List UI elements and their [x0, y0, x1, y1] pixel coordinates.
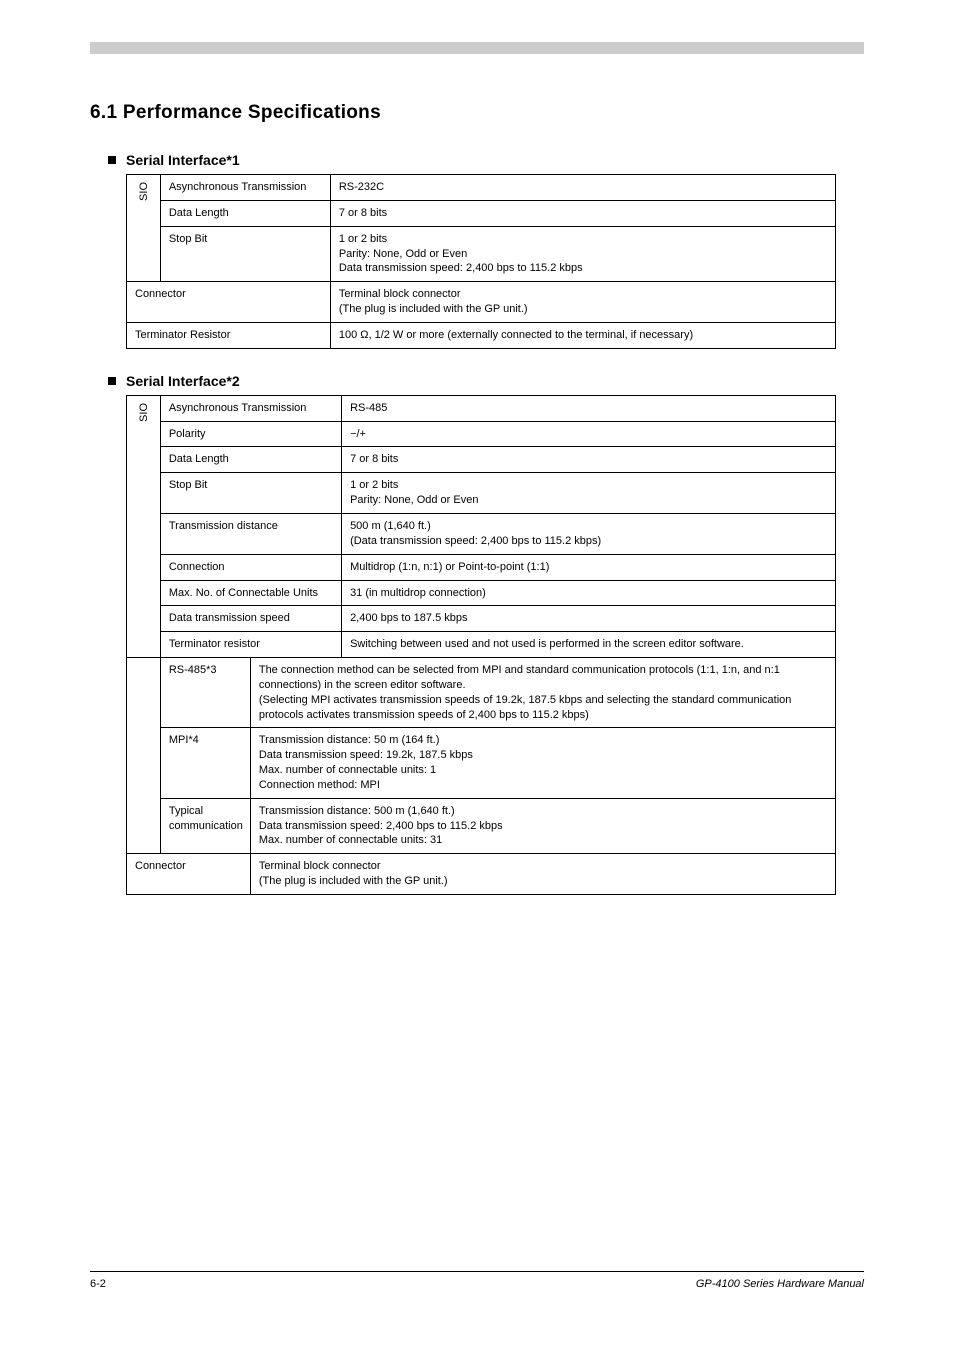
cell-label: Data transmission speed	[160, 606, 341, 632]
cell-value: Switching between used and not used is p…	[342, 632, 836, 658]
sio-side-label: SIO	[135, 401, 154, 424]
cell-value: The connection method can be selected fr…	[250, 658, 835, 728]
table-row: RS-485*3 The connection method can be se…	[127, 658, 836, 728]
cell-value: −/+	[342, 421, 836, 447]
cell-value: 1 or 2 bits Parity: None, Odd or Even	[342, 473, 836, 514]
cell-label: Transmission distance	[160, 513, 341, 554]
table-row: Connection Multidrop (1:n, n:1) or Point…	[127, 554, 836, 580]
cell-label: Polarity	[160, 421, 341, 447]
cell-label	[127, 658, 161, 854]
section2-heading-row: Serial Interface*2	[108, 373, 864, 389]
cell-value: 31 (in multidrop connection)	[342, 580, 836, 606]
cell-label: Connector	[127, 282, 331, 323]
cell-label: Max. No. of Connectable Units	[160, 580, 341, 606]
sio-side-label: SIO	[135, 180, 154, 203]
table-row: SIO Asynchronous Transmission RS-232C	[127, 175, 836, 201]
table-row: Typical communication Transmission dista…	[127, 798, 836, 854]
section2-heading: Serial Interface*2	[126, 373, 240, 389]
cell-label: Data Length	[160, 200, 330, 226]
cell-value: RS-485	[342, 395, 836, 421]
cell-value: Transmission distance: 500 m (1,640 ft.)…	[250, 798, 835, 854]
table-row: Data Length 7 or 8 bits	[127, 200, 836, 226]
cell-value: Terminal block connector (The plug is in…	[330, 282, 835, 323]
table-row: Transmission distance 500 m (1,640 ft.) …	[127, 513, 836, 554]
cell-label: Asynchronous Transmission	[160, 395, 341, 421]
page-title: 6.1 Performance Specifications	[90, 102, 864, 124]
top-gray-bar	[90, 42, 864, 54]
cell-value: 500 m (1,640 ft.) (Data transmission spe…	[342, 513, 836, 554]
cell-value: 2,400 bps to 187.5 kbps	[342, 606, 836, 632]
square-bullet-icon	[108, 377, 116, 385]
section1-heading: Serial Interface*1	[126, 152, 240, 168]
cell-sub: RS-485*3	[160, 658, 250, 728]
table-row: Stop Bit 1 or 2 bits Parity: None, Odd o…	[127, 226, 836, 282]
section1-table: SIO Asynchronous Transmission RS-232C Da…	[126, 174, 836, 349]
cell-value: 7 or 8 bits	[342, 447, 836, 473]
table-row: Terminator Resistor 100 Ω, 1/2 W or more…	[127, 322, 836, 348]
cell-value: 1 or 2 bits Parity: None, Odd or Even Da…	[330, 226, 835, 282]
square-bullet-icon	[108, 156, 116, 164]
section2-table: SIO Asynchronous Transmission RS-485 Pol…	[126, 395, 836, 895]
cell-sub: Typical communication	[160, 798, 250, 854]
cell-label: Terminator resistor	[160, 632, 341, 658]
cell-label: Stop Bit	[160, 226, 330, 282]
cell-label: Stop Bit	[160, 473, 341, 514]
table-row: Max. No. of Connectable Units 31 (in mul…	[127, 580, 836, 606]
cell-value: Terminal block connector (The plug is in…	[250, 854, 835, 895]
cell-label: Connection	[160, 554, 341, 580]
cell-value: RS-232C	[330, 175, 835, 201]
table-row: Connector Terminal block connector (The …	[127, 854, 836, 895]
cell-label: Terminator Resistor	[127, 322, 331, 348]
cell-label: Connector	[127, 854, 251, 895]
footer-divider	[90, 1271, 864, 1272]
cell-value: Transmission distance: 50 m (164 ft.) Da…	[250, 728, 835, 798]
cell-label: Asynchronous Transmission	[160, 175, 330, 201]
footer-text: GP-4100 Series Hardware Manual	[696, 1278, 864, 1290]
table-row: Data transmission speed 2,400 bps to 187…	[127, 606, 836, 632]
table-row: Connector Terminal block connector (The …	[127, 282, 836, 323]
cell-sub: MPI*4	[160, 728, 250, 798]
section1-heading-row: Serial Interface*1	[108, 152, 864, 168]
table-row: Terminator resistor Switching between us…	[127, 632, 836, 658]
table-row: Polarity −/+	[127, 421, 836, 447]
page-number: 6-2	[90, 1278, 106, 1290]
table-row: SIO Asynchronous Transmission RS-485	[127, 395, 836, 421]
table-row: Stop Bit 1 or 2 bits Parity: None, Odd o…	[127, 473, 836, 514]
cell-value: Multidrop (1:n, n:1) or Point-to-point (…	[342, 554, 836, 580]
cell-value: 7 or 8 bits	[330, 200, 835, 226]
cell-label: Data Length	[160, 447, 341, 473]
table-row: Data Length 7 or 8 bits	[127, 447, 836, 473]
table-row: MPI*4 Transmission distance: 50 m (164 f…	[127, 728, 836, 798]
cell-value: 100 Ω, 1/2 W or more (externally connect…	[330, 322, 835, 348]
